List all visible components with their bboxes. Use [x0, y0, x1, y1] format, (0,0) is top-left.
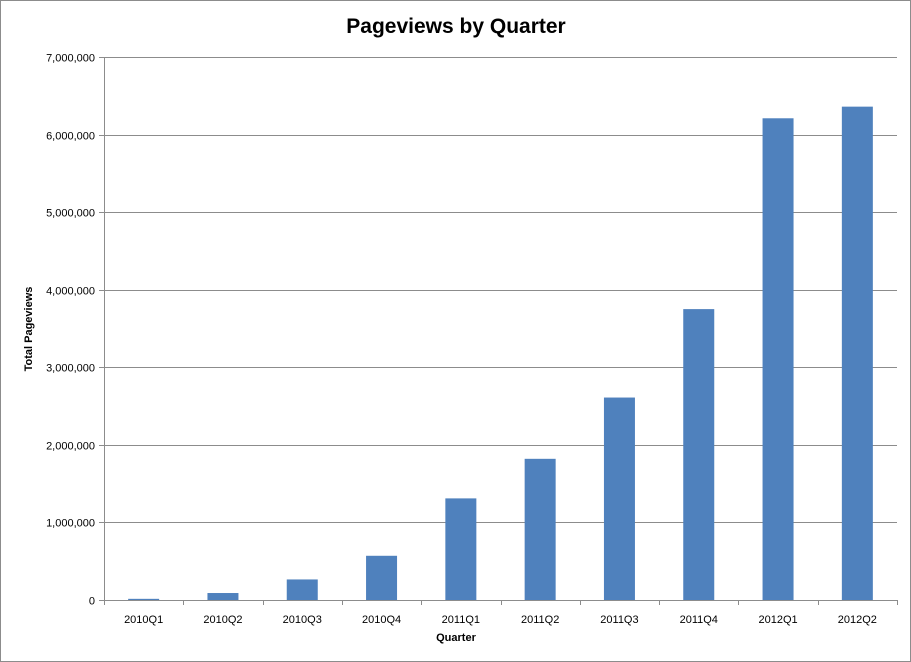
- y-tick-label: 1,000,000: [46, 518, 95, 530]
- y-tick-label: 7,000,000: [46, 53, 95, 65]
- y-tick-label: 0: [89, 596, 95, 608]
- bar-2011Q4: [683, 309, 715, 600]
- y-tick-labels: 0 1,000,000 2,000,000 3,000,000 4,000,000 5,0…: [46, 53, 95, 608]
- x-tick-label: 2012Q2: [838, 614, 877, 626]
- bar-2010Q1: [128, 598, 160, 600]
- y-tick-label: 5,000,000: [46, 208, 95, 220]
- y-tick-label: 4,000,000: [46, 286, 95, 298]
- bar-2012Q1: [762, 118, 794, 600]
- y-tick-label: 6,000,000: [46, 131, 95, 143]
- bar-2010Q4: [366, 555, 398, 600]
- bar-2011Q3: [603, 397, 635, 600]
- bar-2010Q3: [286, 579, 318, 600]
- chart-title: Pageviews by Quarter: [346, 15, 565, 38]
- x-tick-label: 2012Q1: [758, 614, 797, 626]
- y-tick-label: 3,000,000: [46, 363, 95, 375]
- x-tick-label: 2011Q4: [680, 614, 718, 626]
- x-tick-label: 2010Q4: [362, 614, 401, 626]
- x-tick-label: 2010Q2: [203, 614, 242, 626]
- y-tick-label: 2,000,000: [46, 441, 95, 453]
- bar-2010Q2: [207, 593, 239, 600]
- bar-2011Q2: [524, 458, 556, 600]
- x-tick-label: 2010Q1: [124, 614, 163, 626]
- bar-2012Q2: [841, 106, 873, 600]
- x-axis-title: Quarter: [436, 632, 476, 644]
- x-tick-label: 2010Q3: [283, 614, 322, 626]
- y-axis-title: Total Pageviews: [23, 287, 35, 372]
- x-tick-label: 2011Q2: [521, 614, 559, 626]
- x-tick-labels: 2010Q1 2010Q2 2010Q3 2010Q4 2011Q1 2011Q2 2011…: [124, 614, 877, 626]
- bars: [128, 106, 873, 600]
- x-tick-label: 2011Q3: [600, 614, 638, 626]
- axes: [104, 57, 898, 605]
- bar-2011Q1: [445, 498, 477, 600]
- x-tick-label: 2011Q1: [442, 614, 480, 626]
